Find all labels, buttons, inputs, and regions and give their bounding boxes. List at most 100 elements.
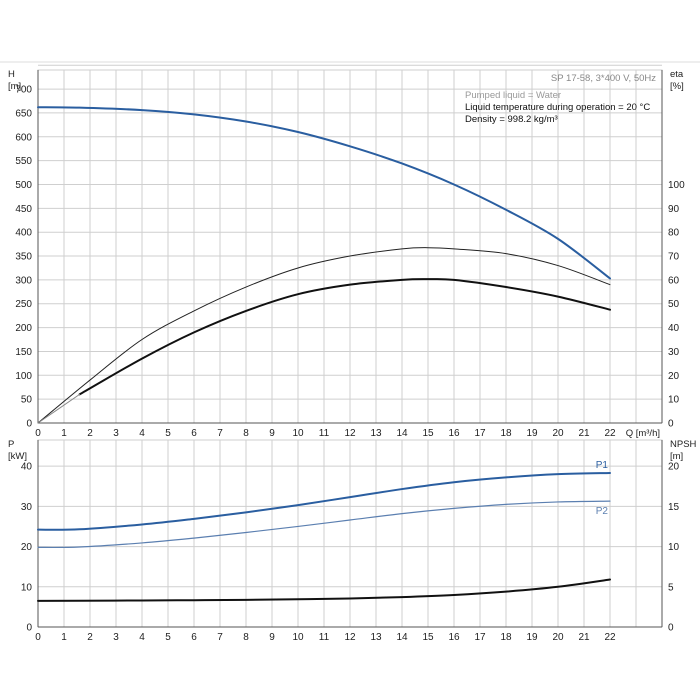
top-y-left-tick-label: 50 [21, 395, 33, 406]
bottom-y-right-tick-label: 15 [668, 502, 680, 513]
series-label-p2: P2 [596, 506, 609, 517]
bottom-y-left-unit: [kW] [8, 451, 27, 462]
top-y-right-tick-label: 40 [668, 323, 680, 334]
top-x-tick-label: 13 [370, 428, 382, 439]
top-x-tick-label: 9 [269, 428, 275, 439]
top-y-left-tick-label: 350 [15, 252, 32, 263]
bottom-series-line-2 [37, 578, 611, 602]
bottom-y-right-tick-label: 10 [668, 542, 680, 553]
bottom-y-right-tick-label: 0 [668, 623, 674, 634]
chart-note: Liquid temperature during operation = 20… [465, 102, 650, 113]
top-y-left-tick-label: 700 [15, 85, 32, 96]
top-y-left-tick-label: 450 [15, 204, 32, 215]
top-x-tick-label: 20 [552, 428, 564, 439]
bottom-y-left-tick-label: 0 [26, 623, 32, 634]
top-x-tick-label: 2 [87, 428, 93, 439]
bottom-y-left-label: P [8, 439, 14, 450]
top-y-right-tick-label: 80 [668, 228, 680, 239]
top-y-right-tick-label: 20 [668, 371, 680, 382]
top-y-left-tick-label: 550 [15, 156, 32, 167]
top-y-right-unit: [%] [670, 81, 684, 92]
top-x-tick-label: 11 [319, 428, 330, 439]
top-x-tick-label: 10 [292, 428, 304, 439]
top-y-right-tick-label: 90 [668, 204, 680, 215]
top-x-tick-label: 15 [422, 428, 434, 439]
top-x-tick-label: 3 [113, 428, 119, 439]
top-y-right-tick-label: 30 [668, 347, 680, 358]
top-x-tick-label: 7 [217, 428, 223, 439]
top-y-right-tick-label: 50 [668, 299, 680, 310]
bottom-x-tick-label: 10 [292, 632, 304, 643]
top-x-tick-label: 12 [344, 428, 356, 439]
bottom-x-tick-label: 16 [448, 632, 460, 643]
top-y-right-label: eta [670, 69, 684, 80]
bottom-x-tick-label: 19 [526, 632, 538, 643]
bottom-x-tick-label: 20 [552, 632, 564, 643]
top-x-tick-label: 4 [139, 428, 145, 439]
top-y-left-label: H [8, 69, 15, 80]
bottom-x-tick-label: 11 [319, 632, 330, 643]
bottom-y-left-tick-label: 30 [21, 502, 33, 513]
top-y-right-tick-label: 0 [668, 419, 674, 430]
chart-note: Pumped liquid = Water [465, 90, 561, 101]
series-label-p1: P1 [596, 460, 609, 471]
bottom-series-line-p2 [37, 500, 611, 549]
top-y-left-tick-label: 250 [15, 299, 32, 310]
top-x-tick-label: 5 [165, 428, 171, 439]
top-y-left-tick-label: 300 [15, 275, 32, 286]
top-series-line-2 [78, 278, 611, 396]
top-series-line-0 [37, 106, 611, 280]
top-y-left-tick-label: 0 [26, 419, 32, 430]
top-series-line-3 [37, 393, 81, 424]
bottom-y-right-label: NPSH [670, 439, 697, 450]
top-x-tick-label: 17 [474, 428, 486, 439]
bottom-x-tick-label: 7 [217, 632, 223, 643]
bottom-x-tick-label: 14 [396, 632, 408, 643]
bottom-x-tick-label: 6 [191, 632, 197, 643]
top-y-left-unit: [m] [8, 81, 21, 92]
top-y-left-tick-label: 200 [15, 323, 32, 334]
top-x-tick-label: 19 [526, 428, 538, 439]
top-y-left-tick-label: 400 [15, 228, 32, 239]
top-x-tick-label: 14 [396, 428, 408, 439]
top-x-tick-label: 21 [578, 428, 590, 439]
top-y-right-tick-label: 10 [668, 395, 680, 406]
top-x-tick-label: 6 [191, 428, 197, 439]
top-x-tick-label: 18 [500, 428, 512, 439]
bottom-x-tick-label: 17 [474, 632, 486, 643]
bottom-y-right-tick-label: 20 [668, 462, 680, 473]
chart-note: Density = 998.2 kg/m³ [465, 114, 558, 125]
top-panel: 0501001502002503003504004505005506006507… [8, 64, 685, 439]
top-x-tick-label: 1 [61, 428, 67, 439]
bottom-y-left-tick-label: 20 [21, 542, 33, 553]
bottom-x-tick-label: 5 [165, 632, 171, 643]
bottom-y-right-unit: [m] [670, 451, 683, 462]
top-x-axis-label: Q [m³/h] [626, 428, 660, 439]
top-y-right-tick-label: 70 [668, 252, 680, 263]
bottom-x-tick-label: 2 [87, 632, 93, 643]
chart-subtitle: SP 17-58, 3*400 V, 50Hz [551, 73, 656, 84]
top-x-tick-label: 8 [243, 428, 249, 439]
bottom-x-tick-label: 1 [61, 632, 67, 643]
bottom-y-right-tick-label: 5 [668, 582, 674, 593]
bottom-y-left-tick-label: 10 [21, 582, 33, 593]
bottom-x-tick-label: 13 [370, 632, 382, 643]
bottom-x-tick-label: 9 [269, 632, 275, 643]
bottom-x-tick-label: 3 [113, 632, 119, 643]
bottom-y-left-tick-label: 40 [21, 462, 33, 473]
bottom-x-tick-label: 22 [604, 632, 616, 643]
top-x-tick-label: 0 [35, 428, 41, 439]
bottom-x-tick-label: 4 [139, 632, 145, 643]
top-x-tick-label: 22 [604, 428, 616, 439]
top-y-right-tick-label: 100 [668, 180, 685, 191]
bottom-x-tick-label: 0 [35, 632, 41, 643]
top-y-right-tick-label: 60 [668, 275, 680, 286]
bottom-x-tick-label: 21 [578, 632, 590, 643]
bottom-x-tick-label: 8 [243, 632, 249, 643]
bottom-series-line-p1 [37, 471, 611, 531]
top-x-tick-label: 16 [448, 428, 460, 439]
bottom-x-tick-label: 18 [500, 632, 512, 643]
